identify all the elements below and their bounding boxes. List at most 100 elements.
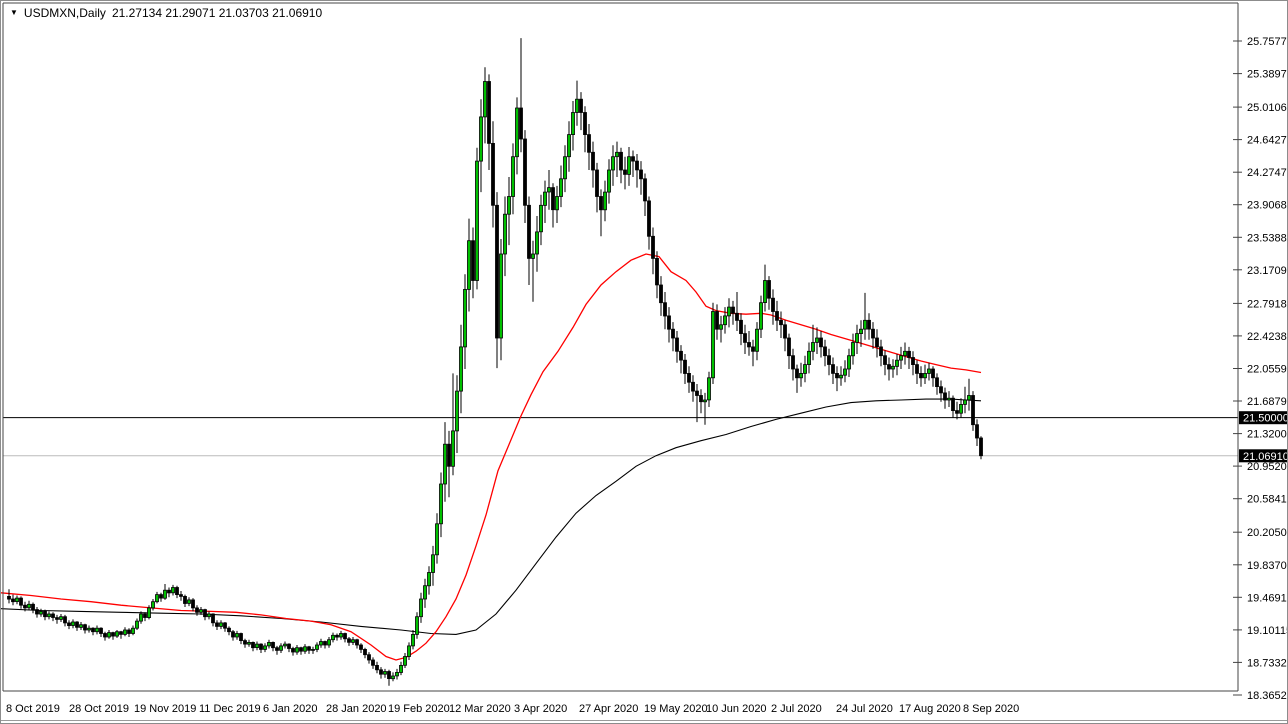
- candle-down: [631, 156, 635, 162]
- candle-up: [607, 169, 611, 193]
- candle-down: [111, 632, 115, 637]
- price-tag-box: [1239, 449, 1287, 463]
- candle-up: [331, 634, 335, 641]
- candle-up: [255, 643, 259, 648]
- candle-up: [863, 319, 867, 330]
- candle-down: [243, 640, 247, 645]
- candle-up: [707, 377, 711, 401]
- date-label: 17 Aug 2020: [899, 703, 961, 715]
- candle-down: [55, 617, 59, 620]
- candle-up: [815, 337, 819, 343]
- candle-up: [543, 191, 547, 206]
- date-label: 27 Apr 2020: [579, 703, 638, 715]
- candle-up: [507, 196, 511, 215]
- candle-up: [311, 649, 315, 651]
- price-tick-label: 19.83705: [1247, 560, 1288, 572]
- candle-down: [699, 395, 703, 403]
- candle-down: [271, 642, 275, 649]
- candle-up: [431, 554, 435, 573]
- candle-down: [771, 297, 775, 312]
- symbol-timeframe-label: USDMXN,Daily: [23, 6, 106, 20]
- candle-up: [147, 607, 151, 619]
- candle-up: [703, 399, 707, 403]
- candle-down: [587, 134, 591, 153]
- candle-up: [539, 204, 543, 233]
- price-tick-label: 18.36525: [1247, 690, 1288, 702]
- candle-up: [327, 639, 331, 646]
- candle-down: [955, 410, 959, 414]
- candle-up: [479, 116, 483, 162]
- candle-up: [383, 671, 387, 675]
- candle-down: [827, 355, 831, 365]
- candle-up: [351, 639, 355, 643]
- candle-down: [743, 333, 747, 343]
- candle-down: [183, 596, 187, 604]
- candle-up: [807, 350, 811, 365]
- candle-up: [391, 675, 395, 680]
- candle-up: [627, 156, 631, 175]
- candle-down: [783, 324, 787, 339]
- candle-up: [615, 151, 619, 158]
- candle-down: [307, 646, 311, 651]
- candle-up: [411, 634, 415, 647]
- symbol-dropdown-icon[interactable]: ▼: [10, 8, 18, 17]
- price-tick-label: 23.90680: [1247, 200, 1288, 212]
- candle-up: [455, 390, 459, 432]
- candle-down: [31, 603, 35, 610]
- candle-down: [127, 629, 131, 634]
- candle-up: [895, 359, 899, 367]
- candle-up: [571, 112, 575, 136]
- candle-up: [207, 613, 211, 618]
- candle-up: [859, 328, 863, 335]
- candle-down: [203, 609, 207, 618]
- price-tick-label: 23.17090: [1247, 265, 1288, 277]
- candle-up: [535, 231, 539, 255]
- candle-up: [763, 280, 767, 304]
- candle-down: [835, 372, 839, 379]
- candle-up: [339, 633, 343, 638]
- candle-down: [99, 627, 103, 634]
- candle-down: [739, 319, 743, 334]
- candle-down: [663, 302, 667, 317]
- price-tick-label: 20.58410: [1247, 494, 1288, 506]
- candle-down: [595, 169, 599, 197]
- candle-down: [887, 364, 891, 370]
- date-label: 24 Jul 2020: [836, 703, 893, 715]
- candle-up: [199, 609, 203, 613]
- candle-up: [407, 645, 411, 657]
- candle-down: [787, 337, 791, 357]
- candle-up: [423, 585, 427, 600]
- price-tick-label: 23.53885: [1247, 232, 1288, 244]
- candle-down: [795, 368, 799, 379]
- price-tick-label: 20.95205: [1247, 461, 1288, 473]
- candle-down: [875, 337, 879, 348]
- candle-down: [447, 443, 451, 467]
- candle-down: [11, 598, 15, 603]
- candle-down: [919, 372, 923, 379]
- candle-down: [551, 187, 555, 211]
- candle-up: [511, 156, 515, 197]
- price-axis[interactable]: 25.75770 25.38975 25.01065 24.64270 24.27475…: [1233, 36, 1288, 702]
- candle-down: [675, 337, 679, 352]
- candle-down: [523, 138, 527, 206]
- candle-down: [471, 240, 475, 281]
- candle-up: [531, 253, 535, 259]
- candle-up: [855, 333, 859, 343]
- candle-up: [503, 213, 507, 255]
- candle-up: [39, 611, 43, 615]
- candle-up: [415, 616, 419, 635]
- price-tag-label: 21.06910: [1243, 451, 1288, 463]
- candle-down: [639, 169, 643, 180]
- candle-up: [443, 443, 447, 485]
- candle-up: [395, 672, 399, 677]
- candle-down: [767, 280, 771, 299]
- candle-up: [419, 598, 423, 618]
- price-tick-label: 22.05590: [1247, 364, 1288, 376]
- time-axis[interactable]: 8 Oct 2019 28 Oct 2019 19 Nov 2019 11 Dec 2…: [6, 703, 1019, 715]
- candle-down: [291, 648, 295, 653]
- candle-down: [751, 346, 755, 352]
- candle-down: [775, 311, 779, 321]
- candle-down: [651, 235, 655, 259]
